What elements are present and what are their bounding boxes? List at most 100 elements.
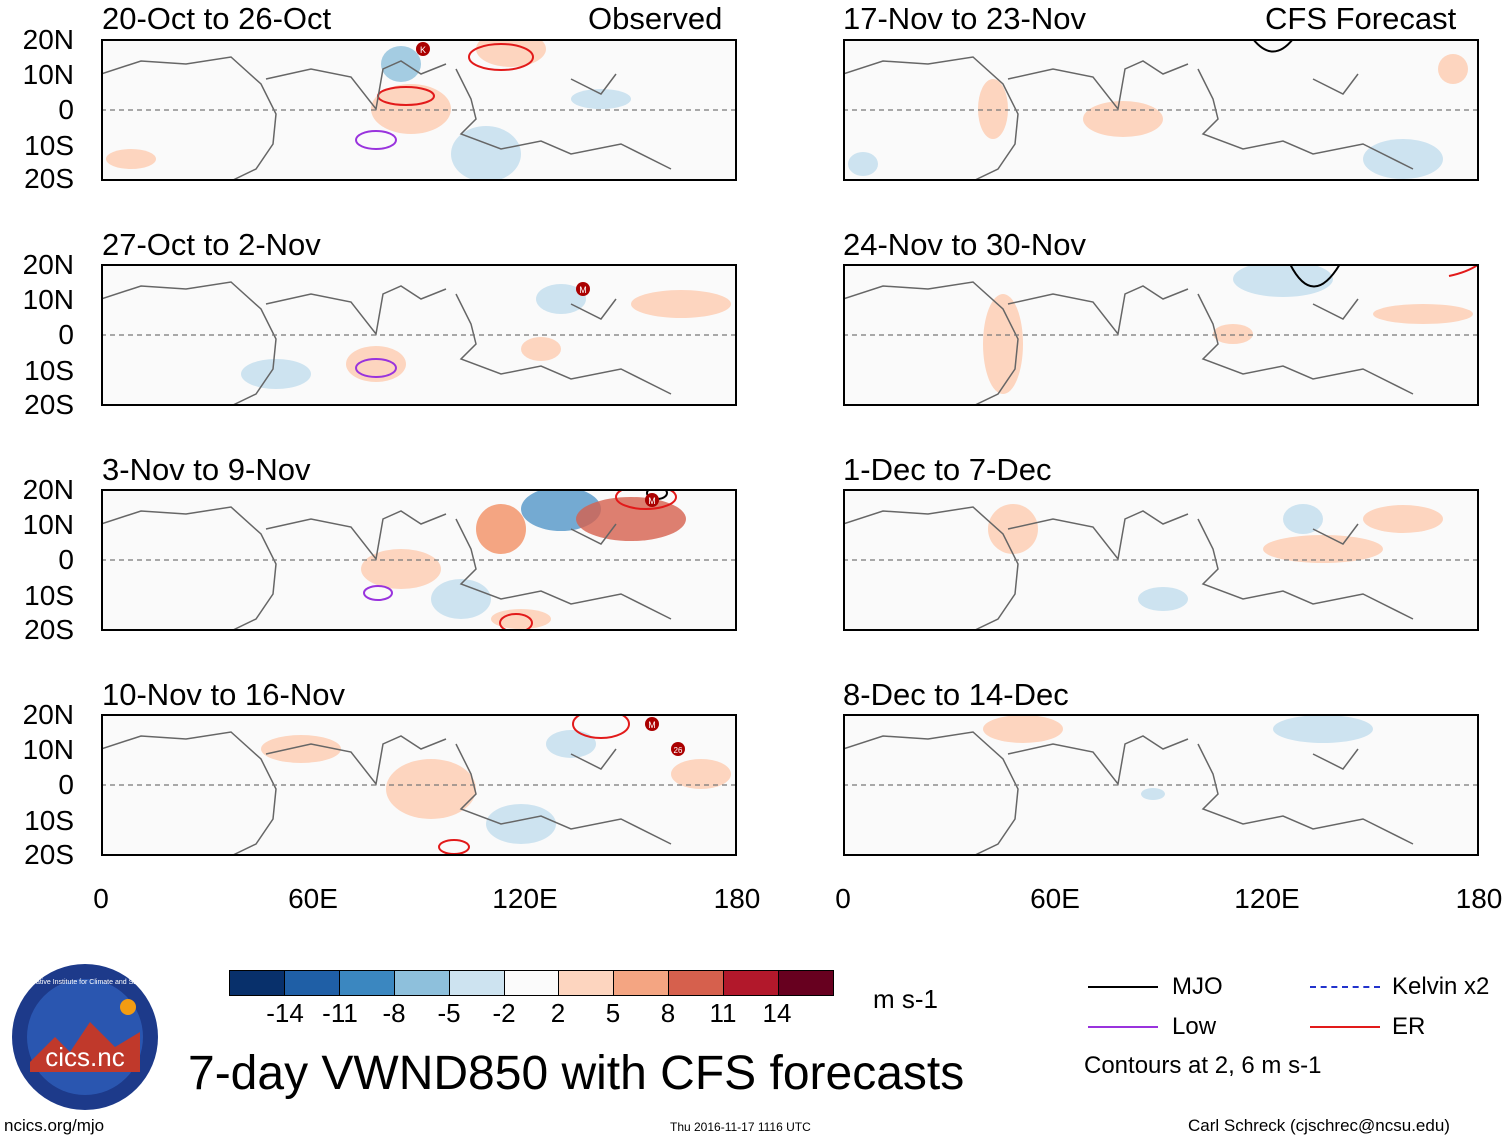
- colorbar-tick: 11: [709, 998, 737, 1028]
- lat-label: 10S: [24, 580, 74, 611]
- lat-label: 20S: [24, 163, 74, 194]
- legend-line-mjo: [1088, 986, 1158, 988]
- colorbar: [229, 970, 834, 996]
- lat-label: 10N: [22, 509, 74, 540]
- colorbar-tick: -2: [492, 998, 516, 1028]
- lon-label: 180: [713, 883, 761, 914]
- lat-label: 0: [58, 319, 74, 350]
- anomaly-shading: [106, 39, 631, 181]
- colorbar-cell: [558, 971, 614, 995]
- panel-title-obs-2: 27-Oct to 2-Nov: [102, 227, 321, 262]
- lat-label: 20N: [22, 699, 74, 730]
- legend-label-kelvin: Kelvin x2: [1392, 973, 1490, 1000]
- colorbar-cell: [613, 971, 669, 995]
- logo-text: cics.nc: [45, 1042, 124, 1072]
- colorbar-tick: 5: [605, 998, 621, 1028]
- colorbar-cell: [448, 971, 504, 995]
- lat-label: 10S: [24, 805, 74, 836]
- map-panel-obs-4: M 26: [101, 714, 737, 856]
- lat-label: 20N: [22, 474, 74, 505]
- map-panel-obs-3: M: [101, 489, 737, 631]
- lat-label: 20S: [24, 839, 74, 870]
- legend-label-mjo: MJO: [1172, 973, 1223, 1000]
- lon-label: 60E: [288, 883, 338, 914]
- contours: [363, 489, 677, 631]
- panel-title-obs-3: 3-Nov to 9-Nov: [102, 452, 311, 487]
- legend-label-low: Low: [1172, 1013, 1217, 1040]
- map-panel-obs-1: K: [101, 39, 737, 181]
- timestamp: Thu 2016-11-17 1116 UTC: [670, 1120, 811, 1134]
- panel-title-obs-1: 20-Oct to 26-Oct: [102, 1, 332, 36]
- lat-label: 10N: [22, 734, 74, 765]
- colorbar-cell: [778, 971, 833, 995]
- svg-text:M: M: [648, 720, 656, 730]
- coastlines: [101, 56, 672, 181]
- svg-text:M: M: [648, 496, 656, 506]
- panel-title-fc-3: 1-Dec to 7-Dec: [843, 452, 1052, 487]
- map-panel-fc-4: [843, 714, 1479, 856]
- colorbar-cell: [668, 971, 724, 995]
- map-panel-fc-2: [843, 264, 1479, 406]
- coastlines: [843, 281, 1414, 406]
- lon-label: 0: [835, 883, 851, 914]
- forecast-label: CFS Forecast: [1265, 1, 1457, 36]
- svg-text:26: 26: [674, 746, 683, 755]
- lat-label: 10S: [24, 130, 74, 161]
- storm-marker: M: [645, 493, 659, 507]
- storm-marker: M: [576, 282, 590, 296]
- colorbar-tick: 2: [550, 998, 566, 1028]
- colorbar-cell: [723, 971, 779, 995]
- main-title: 7-day VWND850 with CFS forecasts: [188, 1047, 965, 1100]
- contours: [1252, 39, 1294, 53]
- coastlines: [843, 731, 1414, 856]
- svg-text:K: K: [420, 45, 426, 55]
- anomaly-shading: [983, 264, 1473, 394]
- map-panel-obs-2: M: [101, 264, 737, 406]
- anomaly-shading: [983, 715, 1373, 800]
- colorbar-tick: -8: [382, 998, 406, 1028]
- lat-label: 20S: [24, 389, 74, 420]
- lat-label: 10S: [24, 355, 74, 386]
- lon-label: 0: [93, 883, 109, 914]
- lat-label: 0: [58, 544, 74, 575]
- lat-label: 10N: [22, 59, 74, 90]
- lat-label: 20N: [22, 249, 74, 280]
- colorbar-tick: -11: [322, 998, 358, 1028]
- storm-marker: K: [416, 42, 430, 56]
- anomaly-shading: [988, 504, 1443, 611]
- storm-marker: M: [645, 717, 659, 731]
- contours: [355, 358, 397, 378]
- lon-label: 180: [1455, 883, 1503, 914]
- anomaly-shading: [848, 54, 1468, 179]
- coastlines: [843, 56, 1414, 181]
- panel-title-obs-4: 10-Nov to 16-Nov: [102, 677, 345, 712]
- map-panel-fc-3: [843, 489, 1479, 631]
- colorbar-cell: [393, 971, 449, 995]
- colorbar-cell: [338, 971, 394, 995]
- credit: Carl Schreck (cjschrec@ncsu.edu): [1188, 1116, 1450, 1135]
- coastlines: [101, 731, 672, 856]
- colorbar-cell: [230, 971, 284, 995]
- contours: [355, 43, 534, 150]
- lat-label: 10N: [22, 284, 74, 315]
- lon-label: 120E: [1234, 883, 1300, 914]
- panel-title-fc-4: 8-Dec to 14-Dec: [843, 677, 1069, 712]
- lon-label: 60E: [1030, 883, 1080, 914]
- colorbar-units: m s-1: [873, 984, 938, 1014]
- cics-logo: cics.nc Cooperative Institute for Climat…: [10, 962, 160, 1112]
- legend-line-er: [1310, 1026, 1380, 1028]
- colorbar-tick: -5: [437, 998, 461, 1028]
- lat-label: 20S: [24, 614, 74, 645]
- anomaly-shading: [261, 730, 731, 844]
- map-panel-fc-1: [843, 39, 1479, 181]
- legend-line-kelvin: [1310, 986, 1380, 988]
- colorbar-tick: 8: [660, 998, 676, 1028]
- colorbar-cell: [283, 971, 339, 995]
- coastlines: [101, 506, 672, 631]
- colorbar-cell: [503, 971, 559, 995]
- observed-label: Observed: [588, 1, 723, 36]
- lat-label: 20N: [22, 24, 74, 55]
- lat-label: 0: [58, 94, 74, 125]
- colorbar-tick: 14: [762, 998, 792, 1028]
- lon-label: 120E: [492, 883, 558, 914]
